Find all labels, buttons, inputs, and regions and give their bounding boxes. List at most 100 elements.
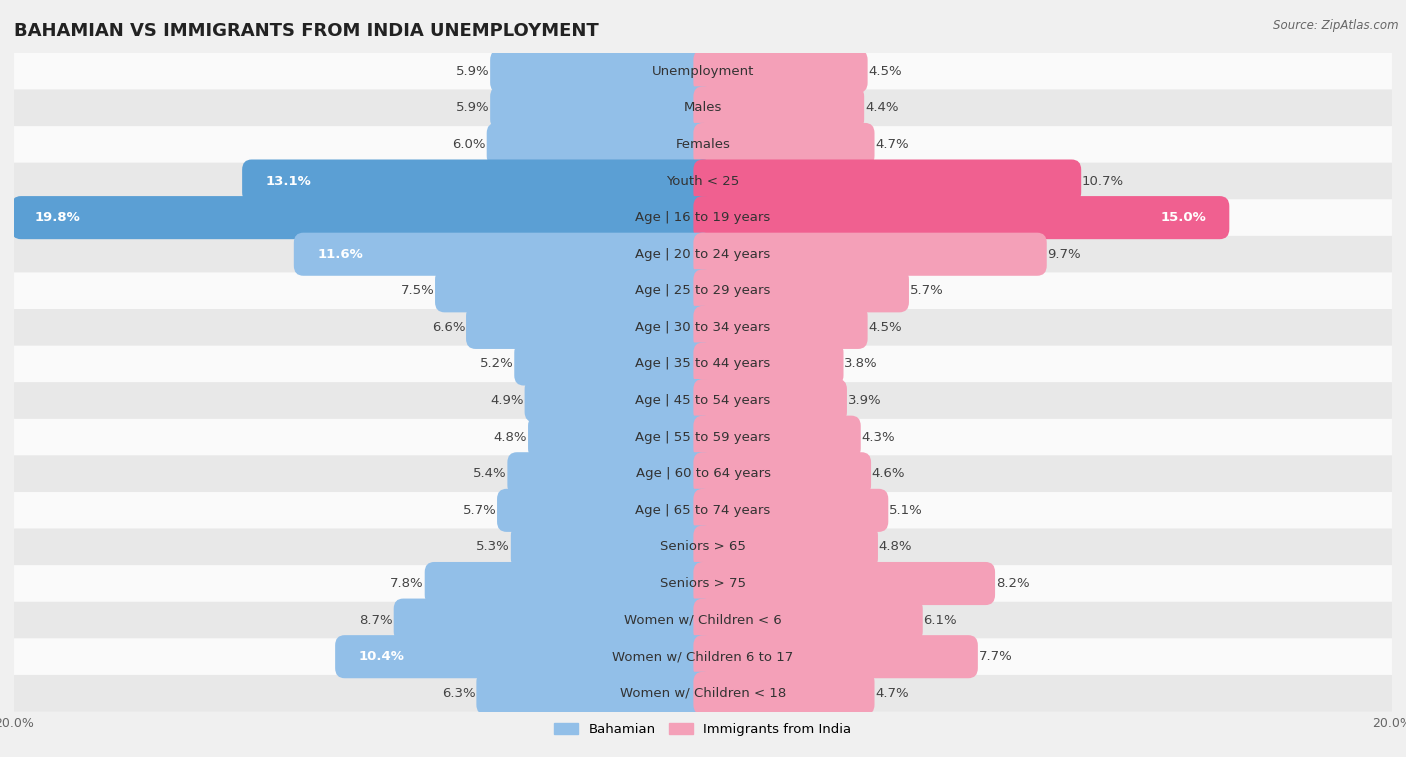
FancyBboxPatch shape xyxy=(524,379,713,422)
FancyBboxPatch shape xyxy=(529,416,713,459)
FancyBboxPatch shape xyxy=(14,199,1392,236)
FancyBboxPatch shape xyxy=(693,599,922,642)
FancyBboxPatch shape xyxy=(465,306,713,349)
Text: 4.6%: 4.6% xyxy=(872,467,905,480)
Text: Source: ZipAtlas.com: Source: ZipAtlas.com xyxy=(1274,19,1399,32)
FancyBboxPatch shape xyxy=(477,671,713,715)
FancyBboxPatch shape xyxy=(510,525,713,569)
Text: Age | 20 to 24 years: Age | 20 to 24 years xyxy=(636,248,770,260)
Text: 7.5%: 7.5% xyxy=(401,285,434,298)
Text: 11.6%: 11.6% xyxy=(318,248,363,260)
FancyBboxPatch shape xyxy=(14,346,1392,382)
Text: Women w/ Children < 6: Women w/ Children < 6 xyxy=(624,614,782,627)
Text: 4.3%: 4.3% xyxy=(862,431,896,444)
Text: 5.2%: 5.2% xyxy=(479,357,513,370)
FancyBboxPatch shape xyxy=(508,452,713,495)
FancyBboxPatch shape xyxy=(693,489,889,532)
FancyBboxPatch shape xyxy=(491,86,713,129)
Text: Age | 65 to 74 years: Age | 65 to 74 years xyxy=(636,504,770,517)
Text: 13.1%: 13.1% xyxy=(266,175,311,188)
FancyBboxPatch shape xyxy=(14,492,1392,528)
Text: 7.7%: 7.7% xyxy=(979,650,1012,663)
Text: Unemployment: Unemployment xyxy=(652,65,754,78)
Text: Age | 35 to 44 years: Age | 35 to 44 years xyxy=(636,357,770,370)
FancyBboxPatch shape xyxy=(693,416,860,459)
Text: 4.9%: 4.9% xyxy=(491,394,524,407)
Text: 5.7%: 5.7% xyxy=(463,504,496,517)
Legend: Bahamian, Immigrants from India: Bahamian, Immigrants from India xyxy=(550,717,856,741)
Text: 4.7%: 4.7% xyxy=(875,138,908,151)
FancyBboxPatch shape xyxy=(693,671,875,715)
FancyBboxPatch shape xyxy=(14,309,1392,346)
Text: Females: Females xyxy=(675,138,731,151)
Text: 10.7%: 10.7% xyxy=(1083,175,1123,188)
Text: Age | 45 to 54 years: Age | 45 to 54 years xyxy=(636,394,770,407)
FancyBboxPatch shape xyxy=(693,196,1229,239)
Text: 19.8%: 19.8% xyxy=(35,211,80,224)
Text: 3.8%: 3.8% xyxy=(844,357,877,370)
FancyBboxPatch shape xyxy=(693,86,865,129)
Text: Women w/ Children 6 to 17: Women w/ Children 6 to 17 xyxy=(613,650,793,663)
Text: 5.1%: 5.1% xyxy=(889,504,922,517)
Text: Women w/ Children < 18: Women w/ Children < 18 xyxy=(620,687,786,699)
Text: Youth < 25: Youth < 25 xyxy=(666,175,740,188)
FancyBboxPatch shape xyxy=(14,236,1392,273)
Text: Age | 60 to 64 years: Age | 60 to 64 years xyxy=(636,467,770,480)
Text: 5.9%: 5.9% xyxy=(456,101,489,114)
FancyBboxPatch shape xyxy=(693,525,877,569)
Text: Age | 55 to 59 years: Age | 55 to 59 years xyxy=(636,431,770,444)
FancyBboxPatch shape xyxy=(14,638,1392,675)
FancyBboxPatch shape xyxy=(693,160,1081,203)
Text: 6.0%: 6.0% xyxy=(453,138,486,151)
Text: 4.8%: 4.8% xyxy=(879,540,912,553)
FancyBboxPatch shape xyxy=(14,675,1392,712)
FancyBboxPatch shape xyxy=(14,419,1392,456)
FancyBboxPatch shape xyxy=(693,562,995,605)
Text: 15.0%: 15.0% xyxy=(1160,211,1206,224)
FancyBboxPatch shape xyxy=(14,53,1392,89)
FancyBboxPatch shape xyxy=(14,602,1392,638)
FancyBboxPatch shape xyxy=(693,306,868,349)
Text: Seniors > 75: Seniors > 75 xyxy=(659,577,747,590)
FancyBboxPatch shape xyxy=(14,456,1392,492)
FancyBboxPatch shape xyxy=(14,528,1392,565)
FancyBboxPatch shape xyxy=(14,126,1392,163)
FancyBboxPatch shape xyxy=(693,50,868,93)
FancyBboxPatch shape xyxy=(693,342,844,385)
FancyBboxPatch shape xyxy=(14,565,1392,602)
FancyBboxPatch shape xyxy=(242,160,713,203)
Text: 9.7%: 9.7% xyxy=(1047,248,1081,260)
Text: 8.7%: 8.7% xyxy=(360,614,392,627)
Text: Age | 25 to 29 years: Age | 25 to 29 years xyxy=(636,285,770,298)
FancyBboxPatch shape xyxy=(693,452,872,495)
FancyBboxPatch shape xyxy=(394,599,713,642)
Text: 8.2%: 8.2% xyxy=(995,577,1029,590)
FancyBboxPatch shape xyxy=(14,163,1392,199)
Text: 4.8%: 4.8% xyxy=(494,431,527,444)
Text: 5.9%: 5.9% xyxy=(456,65,489,78)
Text: 4.5%: 4.5% xyxy=(869,321,903,334)
FancyBboxPatch shape xyxy=(434,269,713,313)
Text: 10.4%: 10.4% xyxy=(359,650,405,663)
FancyBboxPatch shape xyxy=(425,562,713,605)
Text: 6.3%: 6.3% xyxy=(441,687,475,699)
FancyBboxPatch shape xyxy=(693,635,977,678)
Text: 4.5%: 4.5% xyxy=(869,65,903,78)
Text: 3.9%: 3.9% xyxy=(848,394,882,407)
FancyBboxPatch shape xyxy=(515,342,713,385)
Text: 6.6%: 6.6% xyxy=(432,321,465,334)
FancyBboxPatch shape xyxy=(11,196,713,239)
FancyBboxPatch shape xyxy=(14,382,1392,419)
Text: Males: Males xyxy=(683,101,723,114)
Text: 4.7%: 4.7% xyxy=(875,687,908,699)
FancyBboxPatch shape xyxy=(693,379,846,422)
Text: 5.3%: 5.3% xyxy=(477,540,510,553)
FancyBboxPatch shape xyxy=(14,273,1392,309)
FancyBboxPatch shape xyxy=(693,232,1046,276)
Text: Age | 30 to 34 years: Age | 30 to 34 years xyxy=(636,321,770,334)
Text: Seniors > 65: Seniors > 65 xyxy=(659,540,747,553)
Text: 5.4%: 5.4% xyxy=(472,467,506,480)
FancyBboxPatch shape xyxy=(498,489,713,532)
Text: Age | 16 to 19 years: Age | 16 to 19 years xyxy=(636,211,770,224)
Text: 7.8%: 7.8% xyxy=(391,577,425,590)
